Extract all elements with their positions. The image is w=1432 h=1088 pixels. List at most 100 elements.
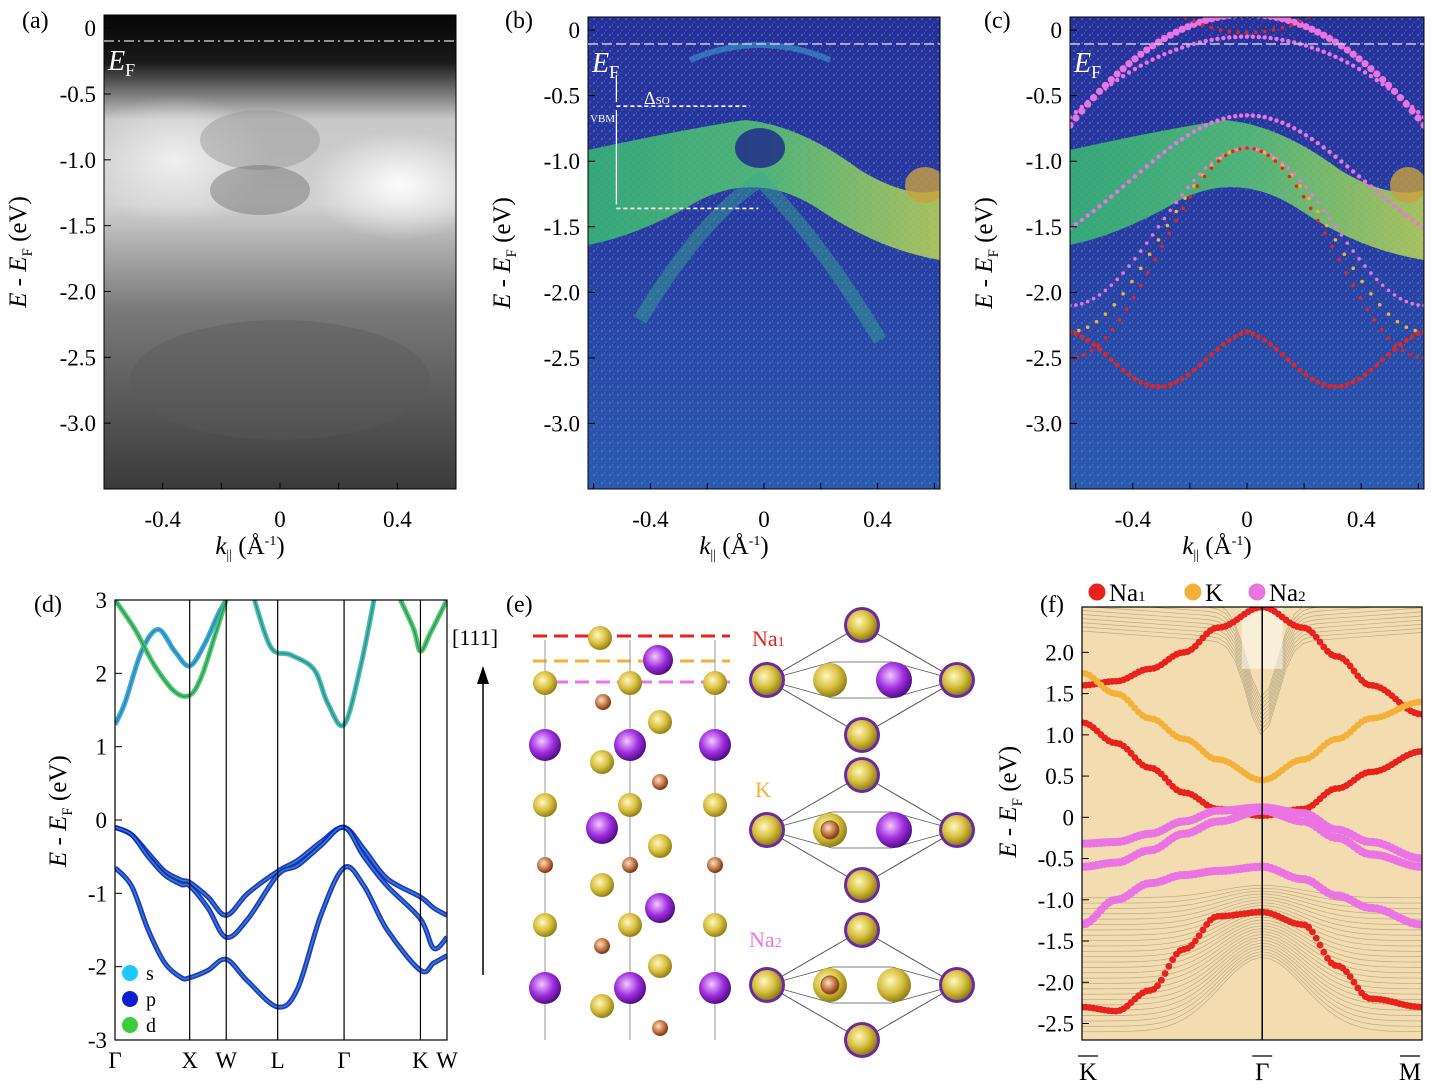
na2-band-dot bbox=[1309, 45, 1315, 50]
na2-band-dot bbox=[1103, 288, 1108, 293]
na2-band-dot bbox=[1244, 113, 1250, 118]
y-tick-label: -3 bbox=[88, 1028, 107, 1053]
na1-dot bbox=[1324, 955, 1331, 962]
na2-band-dot bbox=[1085, 99, 1090, 105]
kpoint-label: M bbox=[1399, 1059, 1421, 1086]
na2-band-dot bbox=[1298, 178, 1302, 183]
na1-dot bbox=[1316, 638, 1324, 646]
y-tick-label: -2.5 bbox=[544, 346, 580, 371]
legend-marker bbox=[1248, 583, 1266, 601]
na2-band-dot bbox=[1191, 129, 1197, 134]
na2-band-dot bbox=[1203, 123, 1208, 128]
na2-band-dot bbox=[1215, 118, 1220, 123]
sb-atom bbox=[847, 760, 877, 790]
k-band-dot bbox=[1369, 292, 1373, 296]
na1-band-dot bbox=[1244, 329, 1250, 335]
na2-band-dot bbox=[1284, 17, 1292, 25]
bulk-line bbox=[1082, 618, 1422, 723]
na2-dot bbox=[1417, 920, 1422, 929]
na2-band-dot bbox=[1221, 35, 1226, 41]
na1-dot bbox=[1154, 982, 1161, 990]
legend-label: Na2 bbox=[1269, 580, 1306, 607]
na2-band-dot bbox=[1339, 57, 1344, 62]
na1-band-dot bbox=[1398, 342, 1403, 347]
na2-band-dot bbox=[1339, 233, 1344, 237]
na2-band-dot bbox=[1162, 216, 1167, 221]
na1-band-dot bbox=[1138, 379, 1144, 385]
na2-band-dot bbox=[1085, 213, 1090, 218]
na2-band-dot bbox=[1368, 73, 1374, 79]
na1-band-dot bbox=[1209, 166, 1214, 170]
na1-band-dot bbox=[1294, 184, 1299, 188]
crystal-side-view bbox=[529, 626, 731, 1040]
sb-atom bbox=[752, 815, 782, 845]
sb-atom bbox=[618, 793, 642, 817]
na1-band-dot bbox=[1153, 257, 1157, 262]
k-band-dot bbox=[1130, 279, 1134, 284]
na2-band-dot bbox=[1233, 113, 1238, 119]
na2-band-dot bbox=[1363, 264, 1367, 268]
na2-band-dot bbox=[1156, 54, 1161, 60]
na2-band-dot bbox=[1398, 95, 1403, 100]
na1-band-dot bbox=[1408, 352, 1412, 357]
panel-f-label: (f) bbox=[1040, 592, 1064, 618]
na1-dot bbox=[1161, 970, 1169, 977]
na2-band-dot bbox=[1115, 189, 1120, 194]
kpoint-label: L bbox=[271, 1048, 285, 1073]
na2-band-dot bbox=[1168, 208, 1173, 213]
y-tick-label: -1.5 bbox=[1038, 929, 1074, 954]
sb-atom bbox=[877, 968, 911, 1002]
na2-band-dot bbox=[1356, 174, 1362, 179]
y-tick-label: 0 bbox=[85, 16, 97, 41]
na2-band-dot bbox=[1126, 179, 1132, 184]
na1-band-dot bbox=[1221, 342, 1226, 347]
na2-band-dot bbox=[1202, 17, 1210, 25]
na2-band-dot bbox=[1227, 115, 1232, 120]
y-tick-label: -2.5 bbox=[60, 345, 96, 370]
legend-marker bbox=[122, 965, 138, 981]
na1-band-dot bbox=[1195, 184, 1200, 188]
na1-band-dot bbox=[1197, 362, 1203, 368]
panel-d-bands bbox=[115, 600, 447, 1010]
na1-dot bbox=[1191, 937, 1199, 945]
x-tick-label: 0.4 bbox=[383, 507, 412, 532]
na2-band-dot bbox=[1310, 192, 1314, 197]
bulk-line bbox=[1082, 893, 1422, 915]
bulk-line bbox=[1220, 607, 1303, 698]
na2-band-dot bbox=[1168, 49, 1173, 55]
na2-band-dot bbox=[1357, 256, 1361, 261]
sb-atom bbox=[588, 626, 612, 650]
na1-dot bbox=[1169, 956, 1177, 963]
na1-band-dot bbox=[1185, 372, 1191, 378]
na1-band-dot bbox=[1173, 379, 1179, 385]
na1-band-dot bbox=[1415, 355, 1419, 359]
na1-band-dot bbox=[1254, 30, 1258, 35]
na2-band-dot bbox=[1304, 185, 1308, 190]
na2-band-dot bbox=[1361, 60, 1369, 68]
sb-atom bbox=[813, 663, 847, 697]
na2-band-dot bbox=[1380, 81, 1385, 87]
na2-band-dot bbox=[1080, 301, 1084, 306]
bulk-line bbox=[1082, 945, 1422, 1011]
na2-band-dot bbox=[1091, 296, 1096, 301]
na2-band-dot bbox=[1203, 38, 1208, 44]
na2-band-dot bbox=[1120, 184, 1126, 189]
bulk-line bbox=[1082, 934, 1422, 990]
na1-band-dot bbox=[1321, 382, 1327, 388]
panel-a-image bbox=[104, 15, 456, 489]
na2-band-dot bbox=[1073, 221, 1079, 227]
na2-band-dot bbox=[1415, 221, 1421, 227]
na2-band-dot bbox=[1303, 43, 1309, 48]
na2-band-dot bbox=[1302, 23, 1310, 31]
na1-band-dot bbox=[1287, 174, 1292, 179]
na2-band-dot bbox=[1416, 303, 1420, 307]
na2-band-dot bbox=[1280, 37, 1285, 43]
k-label: K bbox=[755, 777, 771, 802]
na2-band-dot bbox=[1421, 115, 1424, 120]
na2-band-dot bbox=[1103, 199, 1108, 204]
y-tick-label: -1.0 bbox=[60, 148, 96, 173]
na-atom bbox=[699, 972, 731, 1004]
na2-band-dot bbox=[1261, 17, 1268, 20]
na2-band-dot bbox=[1233, 34, 1238, 40]
bulk-line bbox=[1082, 905, 1422, 936]
